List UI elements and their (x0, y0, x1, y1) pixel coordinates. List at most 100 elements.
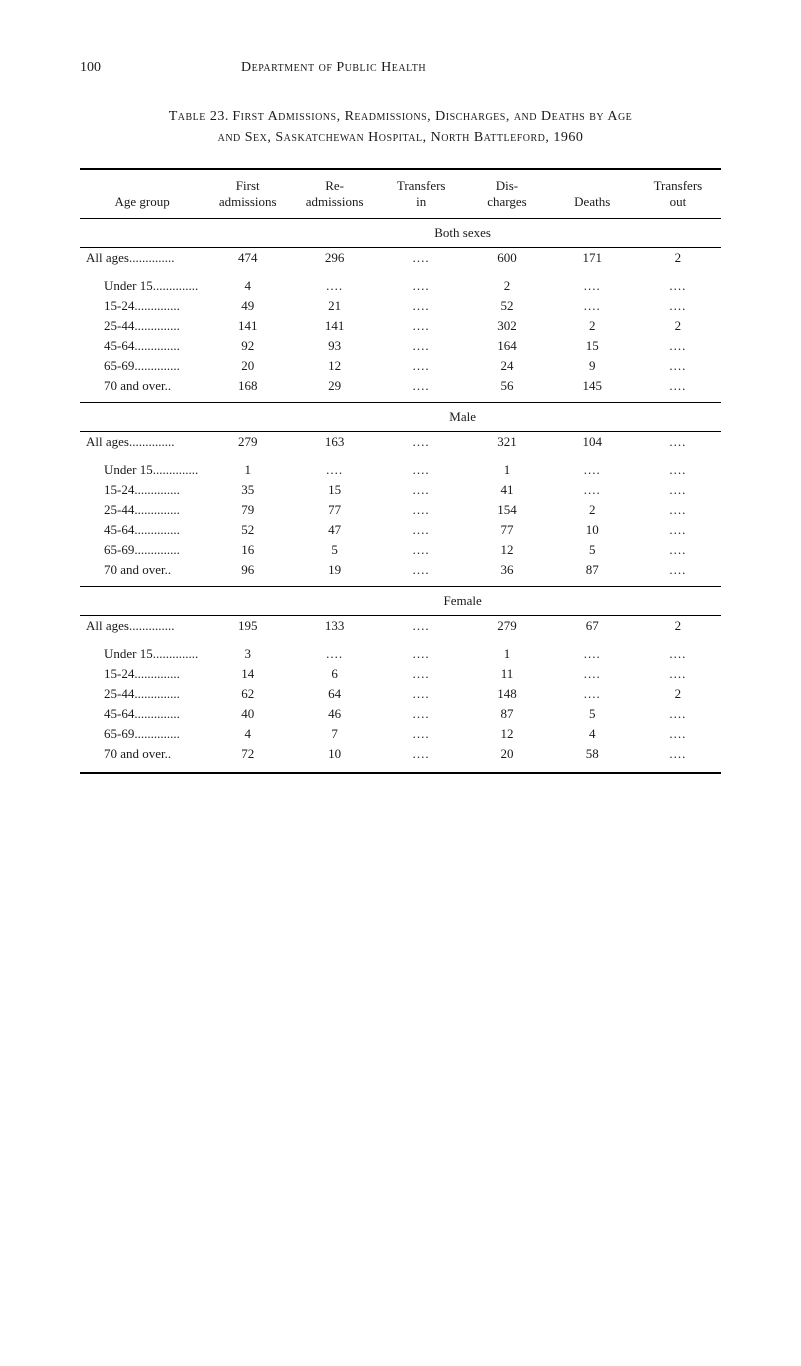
data-cell: .... (378, 664, 464, 684)
data-cell: .... (378, 276, 464, 296)
table-row: 25-44..............141141....30222 (80, 316, 721, 336)
data-cell: 2 (464, 276, 549, 296)
section-empty-cell (80, 219, 204, 248)
data-cell: .... (378, 616, 464, 637)
running-title: Department of Public Health (241, 60, 426, 76)
data-cell: .... (635, 724, 721, 744)
data-cell: 154 (464, 500, 549, 520)
data-cell: .... (378, 540, 464, 560)
section-title: Female (204, 587, 721, 616)
section-empty-cell (80, 587, 204, 616)
data-cell: .... (291, 276, 378, 296)
data-cell: 87 (464, 704, 549, 724)
col-header-transfers-in: Transfers in (378, 169, 464, 219)
data-cell: 72 (204, 744, 291, 773)
table-number: Table 23. (169, 109, 229, 124)
data-cell: .... (378, 432, 464, 453)
spacer-cell (80, 452, 721, 460)
data-cell: 195 (204, 616, 291, 637)
row-label: All ages.............. (80, 432, 204, 453)
data-cell: .... (550, 460, 635, 480)
data-cell: 20 (464, 744, 549, 773)
data-cell: 302 (464, 316, 549, 336)
data-cell: .... (635, 480, 721, 500)
data-cell: .... (378, 316, 464, 336)
data-cell: 10 (291, 744, 378, 773)
data-cell: 10 (550, 520, 635, 540)
data-cell: .... (378, 644, 464, 664)
data-cell: .... (291, 460, 378, 480)
data-cell: 79 (204, 500, 291, 520)
col-header-text: in (416, 194, 426, 209)
data-cell: 600 (464, 248, 549, 269)
data-cell: 4 (204, 724, 291, 744)
data-cell: 279 (464, 616, 549, 637)
data-cell: 6 (291, 664, 378, 684)
row-label: 45-64.............. (80, 704, 204, 724)
data-cell: 4 (204, 276, 291, 296)
data-cell: 36 (464, 560, 549, 587)
data-cell: 2 (635, 684, 721, 704)
data-cell: .... (635, 540, 721, 560)
row-label: 45-64.............. (80, 336, 204, 356)
table-row: Under 15..............4........2........ (80, 276, 721, 296)
col-header-discharges: Dis- charges (464, 169, 549, 219)
data-cell: 11 (464, 664, 549, 684)
section-title-row: Both sexes (80, 219, 721, 248)
header-row: Age group First admissions Re- admission… (80, 169, 721, 219)
data-cell: 163 (291, 432, 378, 453)
section-empty-cell (80, 403, 204, 432)
table-row: 45-64..............4046....875.... (80, 704, 721, 724)
data-cell: 279 (204, 432, 291, 453)
data-cell: 49 (204, 296, 291, 316)
spacer-row (80, 452, 721, 460)
data-cell: .... (635, 376, 721, 403)
data-cell: .... (378, 744, 464, 773)
row-label: 65-69.............. (80, 540, 204, 560)
data-cell: 15 (291, 480, 378, 500)
col-header-text: out (670, 194, 687, 209)
data-cell: 171 (550, 248, 635, 269)
data-cell: 164 (464, 336, 549, 356)
row-label: All ages.............. (80, 616, 204, 637)
data-cell: 47 (291, 520, 378, 540)
row-label: 15-24.............. (80, 296, 204, 316)
data-cell: 92 (204, 336, 291, 356)
data-cell: 62 (204, 684, 291, 704)
data-cell: 29 (291, 376, 378, 403)
table-row: 25-44..............6264....148....2 (80, 684, 721, 704)
data-cell: 24 (464, 356, 549, 376)
spacer-row (80, 636, 721, 644)
data-cell: .... (378, 248, 464, 269)
data-cell: 93 (291, 336, 378, 356)
data-cell: .... (635, 356, 721, 376)
row-label: 15-24.............. (80, 664, 204, 684)
spacer-row (80, 268, 721, 276)
data-cell: .... (378, 684, 464, 704)
data-cell: .... (635, 500, 721, 520)
section-title: Both sexes (204, 219, 721, 248)
table-row: 70 and over..9619....3687.... (80, 560, 721, 587)
data-cell: 19 (291, 560, 378, 587)
data-cell: .... (635, 460, 721, 480)
totals-row: All ages..............474296....6001712 (80, 248, 721, 269)
data-cell: .... (635, 432, 721, 453)
table-row: 25-44..............7977....1542.... (80, 500, 721, 520)
totals-row: All ages..............279163....321104..… (80, 432, 721, 453)
data-cell: .... (635, 296, 721, 316)
data-cell: 7 (291, 724, 378, 744)
col-header-text: Re- (325, 178, 344, 193)
row-label: All ages.............. (80, 248, 204, 269)
spacer-cell (80, 636, 721, 644)
table-body: Both sexesAll ages..............474296..… (80, 219, 721, 774)
data-cell: 2 (635, 316, 721, 336)
data-cell: .... (378, 480, 464, 500)
data-cell: .... (378, 560, 464, 587)
col-header-text: Transfers (654, 178, 703, 193)
data-cell: .... (378, 336, 464, 356)
row-label: 15-24.............. (80, 480, 204, 500)
data-cell: 67 (550, 616, 635, 637)
data-cell: 77 (291, 500, 378, 520)
data-cell: .... (550, 684, 635, 704)
data-cell: 52 (464, 296, 549, 316)
